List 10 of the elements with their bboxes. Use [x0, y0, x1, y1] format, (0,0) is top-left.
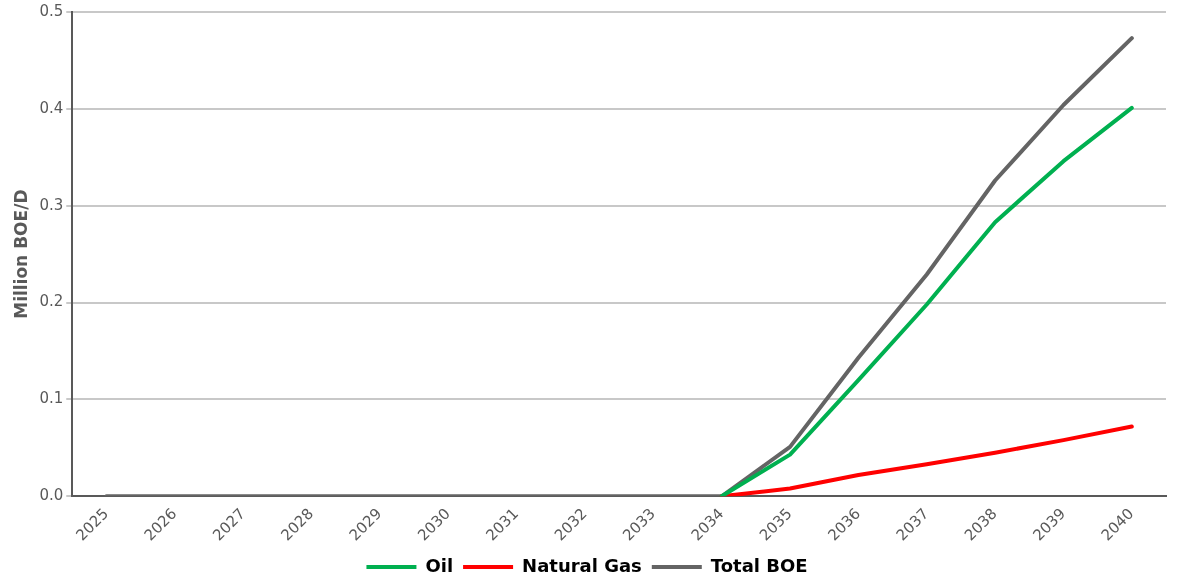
legend-label: Total BOE [710, 554, 808, 576]
y-tick-label: 0.3 [39, 195, 64, 214]
y-axis-title: Million BOE/D [10, 189, 31, 319]
y-tick-label: 0.4 [39, 98, 64, 117]
y-tick-label: 0.1 [39, 389, 64, 408]
y-tick-label: 0.5 [39, 1, 64, 20]
y-tick-label: 0.0 [39, 486, 64, 505]
legend-label: Oil [425, 554, 454, 576]
legend-label: Natural Gas [522, 554, 642, 576]
y-tick-label: 0.2 [39, 292, 64, 311]
